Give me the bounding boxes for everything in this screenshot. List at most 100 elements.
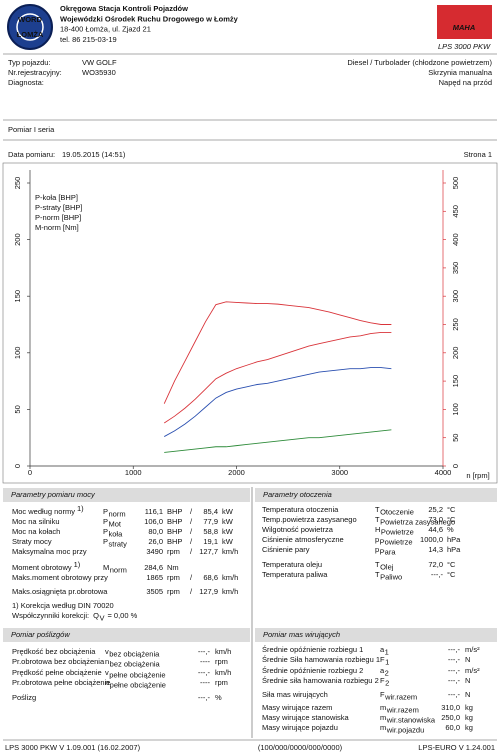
row-symbol: T bbox=[375, 515, 380, 524]
vehicle-label: Diagnosta: bbox=[8, 78, 44, 87]
row-value: 127,9 bbox=[199, 587, 218, 596]
chart-frame bbox=[2, 162, 498, 484]
row-symbol-sub: Olej bbox=[380, 562, 394, 571]
row-symbol-sub: norm bbox=[110, 565, 127, 574]
row-unit: °C bbox=[447, 570, 456, 579]
header-line: Wojewódzki Ośrodek Ruchu Drogowego w Łom… bbox=[60, 14, 239, 23]
row-symbol: P bbox=[103, 517, 108, 526]
y2-tick-label: 50 bbox=[451, 434, 460, 442]
row-unit: BHP bbox=[167, 537, 182, 546]
row-symbol: F bbox=[380, 676, 385, 685]
series-label: Pomiar I seria bbox=[8, 125, 55, 134]
row-value: 44,6 bbox=[428, 525, 443, 534]
legend-entry: P-koła [BHP] bbox=[35, 193, 78, 202]
row-value: 26,0 bbox=[148, 537, 163, 546]
row-label: Średnie opóźnienie rozbiegu 1 bbox=[262, 645, 363, 654]
row-value: ---- bbox=[200, 678, 210, 687]
y2-tick-label: 500 bbox=[451, 177, 460, 190]
maha-logo bbox=[437, 5, 492, 39]
row-value: ---,- bbox=[431, 570, 444, 579]
station-logo bbox=[7, 4, 53, 50]
y2-tick-label: 200 bbox=[451, 347, 460, 360]
row-symbol-sub: 2 bbox=[385, 668, 389, 677]
row-value: 3490 bbox=[146, 547, 163, 556]
row-unit: / bbox=[190, 547, 193, 556]
row-unit: kW bbox=[222, 537, 234, 546]
row-unit: N bbox=[465, 690, 470, 699]
row-label: Ciśnienie atmosferyczne bbox=[262, 535, 344, 544]
row-symbol: F bbox=[380, 655, 385, 664]
row-symbol: v bbox=[105, 647, 109, 656]
row-value: ---,- bbox=[448, 645, 461, 654]
row-value: ---,- bbox=[448, 666, 461, 675]
row-label: Straty mocy bbox=[12, 537, 52, 546]
row-symbol-sub: bez obciążenia bbox=[109, 649, 160, 658]
row-unit: °C bbox=[447, 505, 456, 514]
row-unit: N bbox=[465, 655, 470, 664]
row-symbol: m bbox=[380, 703, 386, 712]
row-label: Moc na kołach bbox=[12, 527, 60, 536]
section-header bbox=[255, 488, 497, 502]
row-label: Pr.obrotowa pełne obciążenie bbox=[12, 678, 110, 687]
vehicle-value: VW GOLF bbox=[82, 58, 117, 67]
row-unit: °C bbox=[447, 515, 456, 524]
row-unit: km/h bbox=[222, 573, 238, 582]
section-header bbox=[255, 628, 497, 642]
row-unit: Nm bbox=[167, 563, 179, 572]
row-symbol: F bbox=[380, 690, 385, 699]
model-name: LPS 3000 PKW bbox=[438, 42, 491, 51]
row-symbol-sub: Paliwo bbox=[380, 572, 402, 581]
x-tick-label: 0 bbox=[28, 468, 32, 477]
row-symbol-sub: Mot bbox=[109, 519, 122, 528]
row-label: Średnie siła hamowania rozbiegu 2 bbox=[262, 676, 379, 685]
row-symbol: P bbox=[103, 527, 108, 536]
row-symbol: a bbox=[380, 645, 385, 654]
y2-tick-label: 100 bbox=[451, 403, 460, 416]
row-value: ---,- bbox=[448, 690, 461, 699]
row-symbol-sub: straty bbox=[109, 539, 128, 548]
row-value: 284,6 bbox=[144, 563, 163, 572]
row-unit: kg bbox=[465, 713, 473, 722]
row-value: 68,6 bbox=[203, 573, 218, 582]
row-symbol-sub: Para bbox=[380, 547, 397, 556]
row-unit: BHP bbox=[167, 527, 182, 536]
legend-entry: P-straty [BHP] bbox=[35, 203, 83, 212]
x-tick-label: 4000 bbox=[435, 468, 452, 477]
row-note: 1) bbox=[77, 504, 84, 513]
row-label: Temperatura otoczenia bbox=[262, 505, 339, 514]
vehicle-label: Nr.rejestracyjny: bbox=[8, 68, 62, 77]
row-unit: kW bbox=[222, 517, 234, 526]
row-label: Średnie opóźnienie rozbiegu 2 bbox=[262, 666, 363, 675]
vehicle-info: Diesel / Turbolader (chłodzone powietrze… bbox=[347, 58, 492, 67]
row-label: Pr.obrotowa bez obciążenia bbox=[12, 657, 105, 666]
row-label: Prędkość pełne obciążenie bbox=[12, 668, 102, 677]
row-value: 80,0 bbox=[148, 527, 163, 536]
row-symbol: Q bbox=[93, 611, 99, 620]
row-unit: / bbox=[190, 507, 193, 516]
row-unit: m/s² bbox=[465, 666, 480, 675]
row-symbol-sub: wir.razem bbox=[386, 705, 419, 714]
row-value: 25,2 bbox=[428, 505, 443, 514]
row-value: 310,0 bbox=[441, 703, 460, 712]
row-label: Ciśnienie pary bbox=[262, 545, 310, 554]
series-line bbox=[164, 429, 392, 453]
row-symbol-sub: pełne obciążenie bbox=[109, 670, 165, 679]
row-note: 1) bbox=[74, 560, 81, 569]
row-symbol: v bbox=[105, 668, 109, 677]
row-symbol: P bbox=[103, 507, 108, 516]
row-label: Maks.moment obrotowy przy bbox=[12, 573, 108, 582]
row-symbol-sub: 2 bbox=[385, 678, 389, 687]
row-value: 60,0 bbox=[445, 723, 460, 732]
logo-text: ŁOMŻA bbox=[17, 30, 44, 39]
logo-text: WORD bbox=[18, 15, 42, 24]
section-header bbox=[3, 628, 250, 642]
y2-tick-label: 300 bbox=[451, 290, 460, 303]
footer-text: (100/000/0000/000/0000) bbox=[258, 743, 343, 752]
row-label: Moc według normy bbox=[12, 507, 75, 516]
row-unit: °C bbox=[447, 560, 456, 569]
series-line bbox=[164, 367, 392, 437]
row-symbol: n bbox=[105, 678, 109, 687]
row-unit: / bbox=[190, 537, 193, 546]
y-tick-label: 0 bbox=[13, 464, 22, 468]
row-symbol: T bbox=[375, 560, 380, 569]
